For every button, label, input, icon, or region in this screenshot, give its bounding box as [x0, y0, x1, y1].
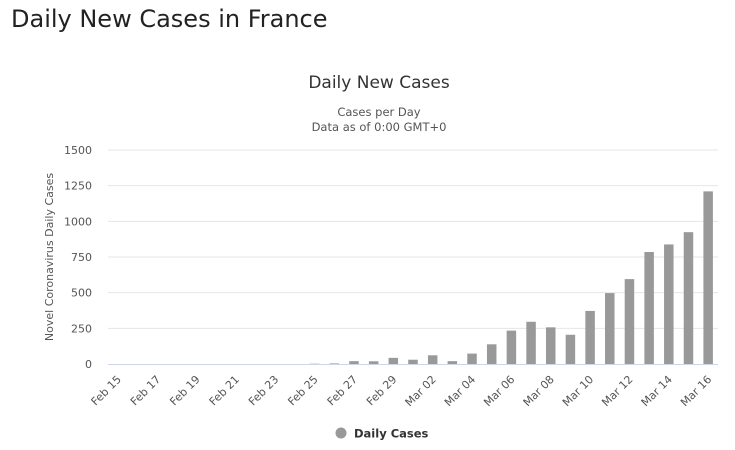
y-axis-ticks: 0 250 500 750 1000 1250 1500 — [64, 144, 92, 371]
x-tick-label: Feb 21 — [207, 373, 242, 408]
bar-feb-28[interactable] — [368, 361, 379, 364]
chart-subtitle-date: Data as of 0:00 GMT+0 — [312, 120, 447, 134]
legend-marker — [335, 427, 347, 439]
page-heading: Daily New Cases in France — [11, 5, 328, 33]
x-tick-label: Mar 02 — [403, 373, 439, 409]
y-tick-label: 500 — [71, 287, 92, 300]
bar-mar-03[interactable] — [447, 361, 458, 364]
bar-mar-13[interactable] — [644, 252, 654, 364]
y-tick-label: 1250 — [64, 180, 92, 193]
x-tick-label: Mar 10 — [560, 373, 596, 409]
bar-feb-27[interactable] — [349, 361, 359, 364]
x-tick-label: Mar 14 — [639, 373, 675, 409]
bar-mar-15[interactable] — [683, 232, 694, 364]
x-axis-ticks: Feb 15 Feb 17 Feb 19 Feb 21 Feb 23 Feb 25 Feb … — [89, 373, 715, 409]
x-tick-label: Mar 04 — [442, 373, 478, 409]
bar-feb-29[interactable] — [388, 357, 399, 364]
x-tick-label: Feb 19 — [167, 373, 202, 408]
bar-mar-09[interactable] — [565, 334, 576, 364]
y-axis-title: Novel Coronavirus Daily Cases — [43, 173, 56, 341]
bar-mar-11[interactable] — [605, 293, 615, 364]
x-tick-label: Mar 16 — [678, 373, 714, 409]
x-tick-label: Feb 25 — [285, 373, 320, 408]
chart-subtitle: Cases per Day — [337, 105, 420, 119]
x-tick-label: Mar 06 — [481, 373, 517, 409]
bar-mar-16[interactable] — [703, 191, 713, 364]
x-tick-label: Feb 17 — [128, 373, 163, 408]
bar-mar-10[interactable] — [585, 310, 595, 364]
x-tick-label: Feb 29 — [364, 373, 399, 408]
x-tick-label: Feb 15 — [89, 373, 124, 408]
x-tick-label: Feb 27 — [325, 373, 360, 408]
grid-lines — [108, 149, 718, 329]
bar-mar-02[interactable] — [427, 355, 438, 364]
bar-feb-26[interactable] — [329, 363, 340, 364]
y-tick-label: 0 — [85, 358, 92, 371]
y-tick-label: 250 — [71, 322, 92, 335]
legend[interactable]: Daily Cases — [335, 427, 429, 441]
bars — [309, 191, 713, 364]
bar-mar-04[interactable] — [467, 353, 477, 364]
bar-mar-06[interactable] — [506, 330, 517, 364]
legend-label: Daily Cases — [354, 427, 429, 441]
x-tick-label: Mar 12 — [599, 373, 635, 409]
bar-mar-01[interactable] — [408, 359, 418, 364]
x-tick-label: Mar 08 — [521, 373, 557, 409]
y-tick-label: 1500 — [64, 144, 92, 157]
bar-mar-05[interactable] — [486, 344, 497, 364]
y-tick-label: 750 — [71, 251, 92, 264]
y-tick-label: 1000 — [64, 215, 92, 228]
bar-mar-07[interactable] — [526, 321, 536, 364]
bar-mar-12[interactable] — [624, 279, 635, 364]
x-tick-label: Feb 23 — [246, 373, 281, 408]
bar-mar-08[interactable] — [545, 327, 556, 364]
bar-mar-14[interactable] — [664, 244, 674, 364]
chart-title: Daily New Cases — [308, 73, 450, 93]
